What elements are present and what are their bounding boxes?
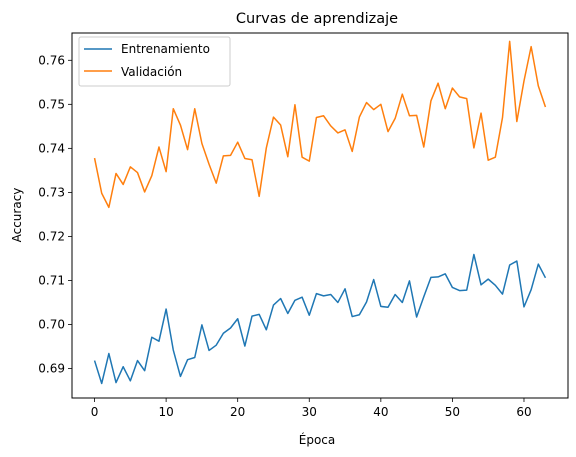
- y-tick-label: 0.71: [38, 273, 65, 287]
- x-tick-label: 40: [373, 405, 388, 419]
- legend-label-entrenamiento: Entrenamiento: [121, 42, 210, 56]
- x-axis-label: Época: [299, 432, 336, 447]
- x-axis-ticks: 0 10 20 30 40 50 60: [91, 398, 532, 419]
- legend-label-validacion: Validación: [121, 65, 182, 79]
- chart-title: Curvas de aprendizaje: [236, 11, 398, 27]
- x-tick-label: 50: [445, 405, 460, 419]
- plot-frame: [71, 32, 569, 399]
- y-tick-label: 0.69: [38, 362, 65, 376]
- x-tick-label: 10: [158, 405, 173, 419]
- y-tick-label: 0.73: [38, 185, 65, 199]
- x-tick-label: 60: [516, 405, 531, 419]
- y-axis-ticks: 0.69 0.70 0.71 0.72 0.73 0.74 0.75 0.76: [38, 53, 72, 376]
- x-tick-label: 0: [91, 405, 99, 419]
- y-tick-label: 0.72: [38, 229, 65, 243]
- legend-box: [78, 36, 231, 87]
- series-line-validacion: [93, 40, 547, 209]
- series-line-entrenamiento: [93, 253, 547, 385]
- y-axis-label: Accuracy: [10, 188, 24, 243]
- y-tick-label: 0.75: [38, 97, 65, 111]
- y-tick-label: 0.74: [38, 141, 65, 155]
- legend: Entrenamiento Validación: [78, 36, 231, 87]
- x-tick-label: 30: [302, 405, 317, 419]
- y-tick-label: 0.70: [38, 317, 65, 331]
- plot-lines: [93, 40, 547, 385]
- y-tick-label: 0.76: [38, 53, 65, 67]
- x-tick-label: 20: [230, 405, 245, 419]
